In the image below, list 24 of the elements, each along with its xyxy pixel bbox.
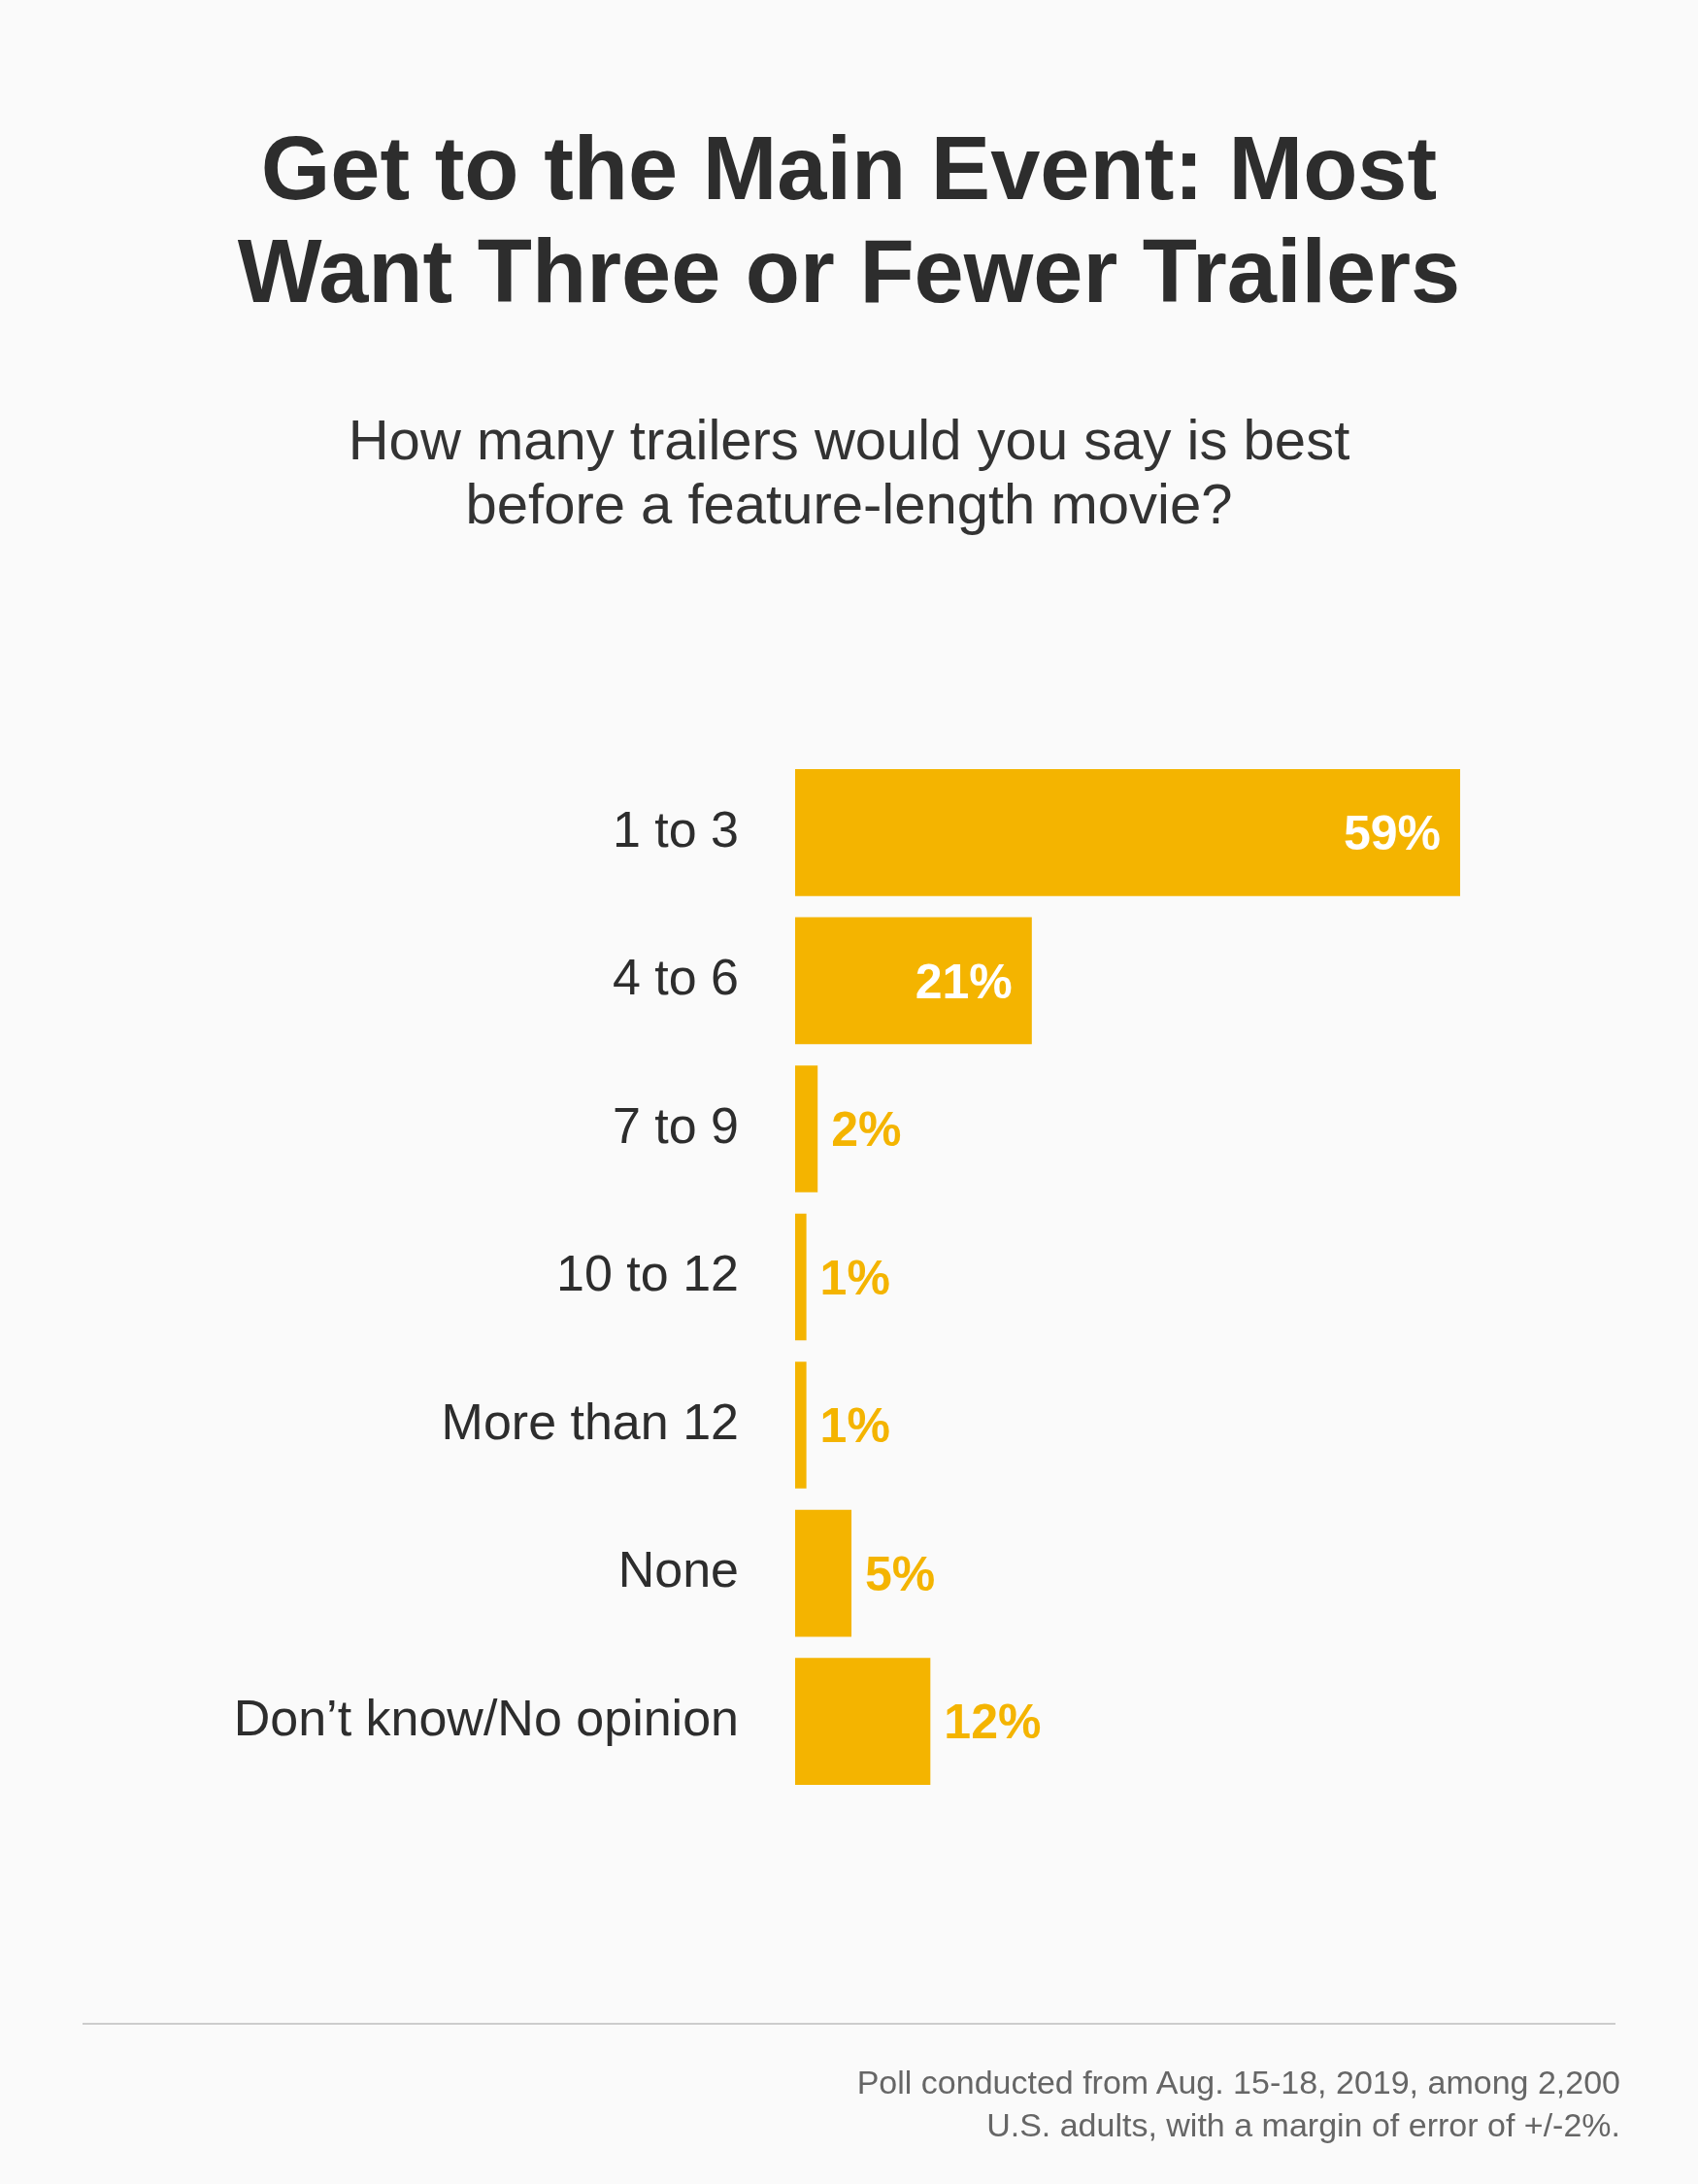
bar (795, 769, 1460, 896)
text: Poll conducted from Aug. 15-18, 2019, among 2,200 U.S. adults, with a margin of error of +/-2%. (855, 2063, 1620, 2145)
data-label: 1% (819, 1398, 890, 1454)
bar (795, 1509, 852, 1637)
bar (795, 917, 1032, 1045)
y-tick-label: Don’t know/No opinion (233, 1689, 739, 1746)
y-tick-label: 4 to 6 (612, 949, 739, 1006)
chart-title: Get to the Main Event: Most Want Three or Fewer Trailers (236, 118, 1462, 322)
data-label: 1% (819, 1250, 890, 1305)
data-label: 2% (831, 1102, 902, 1158)
y-tick-label: More than 12 (441, 1393, 739, 1450)
bar (795, 1658, 931, 1785)
data-label: 21% (915, 954, 1013, 1009)
data-label: 12% (944, 1695, 1042, 1750)
y-tick-label: None (617, 1541, 739, 1598)
data-label: 59% (1343, 806, 1441, 861)
y-tick-label: 7 to 9 (612, 1096, 739, 1154)
bar (795, 1361, 807, 1489)
y-tick-label: 10 to 12 (556, 1245, 739, 1302)
bar (795, 1213, 807, 1341)
bar (795, 1065, 818, 1193)
y-tick-label: 1 to 3 (612, 800, 739, 857)
data-label: 5% (865, 1546, 936, 1601)
chart-subtitle: How many trailers would you say is best before a feature-length movie? (347, 408, 1351, 536)
